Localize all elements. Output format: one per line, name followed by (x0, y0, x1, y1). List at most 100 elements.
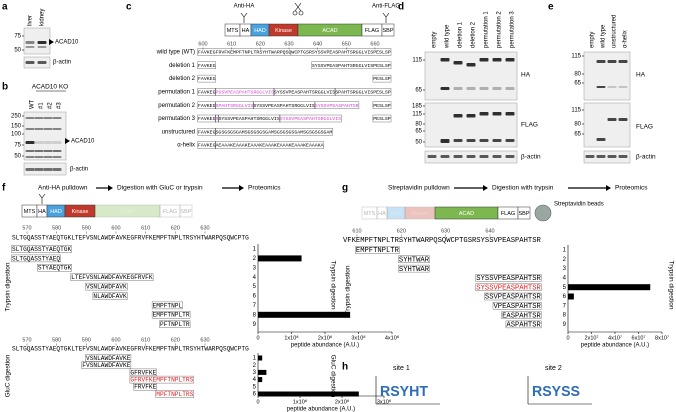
section-label: GluC digestion (5, 354, 12, 397)
peptide: EASPAHTSR (502, 312, 541, 320)
ruler-label: 620 (256, 41, 265, 47)
band (52, 150, 62, 152)
blot-label: β-actin (636, 154, 656, 161)
domain (386, 206, 406, 220)
step-label: Anti-HA pulldown (38, 185, 88, 192)
domain-label: HA (378, 211, 386, 217)
band (34, 128, 44, 130)
segment-box (215, 88, 275, 96)
domain (517, 206, 531, 220)
band (25, 141, 35, 144)
band (596, 86, 606, 88)
peptide: SSVPEASPAHTSR (485, 294, 542, 302)
x-axis-title: peptide abundance (A.U.) (291, 343, 359, 349)
row-number: 3 (253, 265, 257, 271)
segment: SYSSVPEASPAHTSRGGLVIS (253, 103, 314, 109)
scissors (298, 10, 304, 16)
peptide-box (37, 264, 72, 272)
row-number: 8 (563, 313, 567, 319)
band (607, 86, 617, 88)
x-tick-label: 4x10⁸ (385, 334, 399, 341)
band (25, 41, 35, 44)
ruler-label: 580 (52, 225, 61, 231)
domain-label: HA (38, 209, 46, 215)
band (34, 150, 44, 152)
domain (381, 23, 395, 37)
domain-label: SBP (382, 28, 393, 34)
domain (376, 206, 388, 220)
site-label: site 2 (545, 365, 562, 372)
row-number: 5 (253, 284, 257, 290)
lane-label: permutation 3 (510, 11, 516, 48)
x-tick-label: 6x10⁷ (632, 334, 646, 341)
peptide: EMPFTNPLTR (356, 247, 400, 255)
segment: FAVKEG (198, 89, 216, 95)
bead (534, 204, 552, 222)
domain-label: Kinase (412, 211, 429, 217)
domain-label: FLAG (501, 211, 515, 217)
ruler-label: 600 (111, 225, 120, 231)
ruler-label: 570 (22, 225, 31, 231)
row-number: 4 (253, 377, 257, 383)
peptide-box (398, 255, 430, 264)
panel-letter: g (342, 183, 348, 194)
antibody-label: Anti-FLAG (372, 4, 400, 10)
domain-label: MTS (24, 209, 36, 215)
x-tick-label: 3x10⁸ (351, 334, 365, 341)
peptide-box (159, 320, 191, 328)
band (43, 150, 53, 152)
arrow-head (606, 185, 611, 191)
band (37, 46, 47, 48)
segment-box (334, 88, 392, 96)
ruler-label: 630 (200, 337, 209, 343)
band (618, 86, 628, 88)
panel-letter: d (398, 2, 404, 13)
band (427, 155, 437, 158)
segment: PESLSP (373, 103, 391, 109)
domain-label: MTS (227, 28, 239, 34)
row-number: 4 (253, 275, 257, 281)
peptide: SYSSVPEASPAHTSR (476, 284, 541, 292)
panel-letter: a (2, 2, 8, 13)
segment: SPAHTSRGGLVIS (216, 103, 254, 109)
ruler-label: 620 (397, 228, 406, 234)
ruler-label: 600 (198, 41, 207, 47)
band (505, 112, 515, 116)
band (25, 128, 35, 130)
lane-label: kidney (40, 9, 46, 26)
marker-label: 80 (574, 72, 581, 78)
domain-label: FLAG (163, 209, 177, 215)
row-number: 9 (563, 322, 567, 328)
y-axis-title: Trypsin digestion (667, 261, 674, 310)
ruler-label: 640 (485, 228, 494, 234)
peptide-box (129, 375, 194, 384)
marker-label: 50 (415, 140, 422, 146)
band (479, 155, 489, 158)
row-number: 6 (253, 392, 257, 398)
band (618, 118, 628, 121)
sequence-logo: RSYSS (532, 383, 580, 400)
peptide-box (151, 311, 191, 319)
segment-box (215, 128, 333, 136)
band (52, 168, 62, 171)
lane-label: #1 (39, 102, 45, 109)
ruler-label: 630 (284, 41, 293, 47)
segment-box (314, 101, 360, 109)
domain-label: ACAD (322, 28, 337, 34)
domain-label: ACAD (459, 211, 474, 217)
segment: PESLSP (373, 76, 391, 82)
segment: SYSSVPEASPAHTSRGGLVIS (274, 89, 335, 95)
band-label: ACAD10 (71, 139, 95, 145)
band (492, 155, 502, 158)
segment-box (197, 61, 217, 69)
panel-letter: b (2, 82, 8, 93)
y-axis-title: GluC digestion (329, 355, 336, 398)
ruler-label: 630 (200, 225, 209, 231)
marker-label: 65 (574, 132, 581, 138)
group-label: ACAD10 KO (32, 84, 69, 91)
domain-label: SBP (518, 211, 529, 217)
marker-label: 80 (574, 122, 581, 128)
band (52, 128, 62, 130)
x-tick-label: 2x10⁸ (318, 334, 332, 341)
lane-label: wild type (445, 24, 451, 49)
